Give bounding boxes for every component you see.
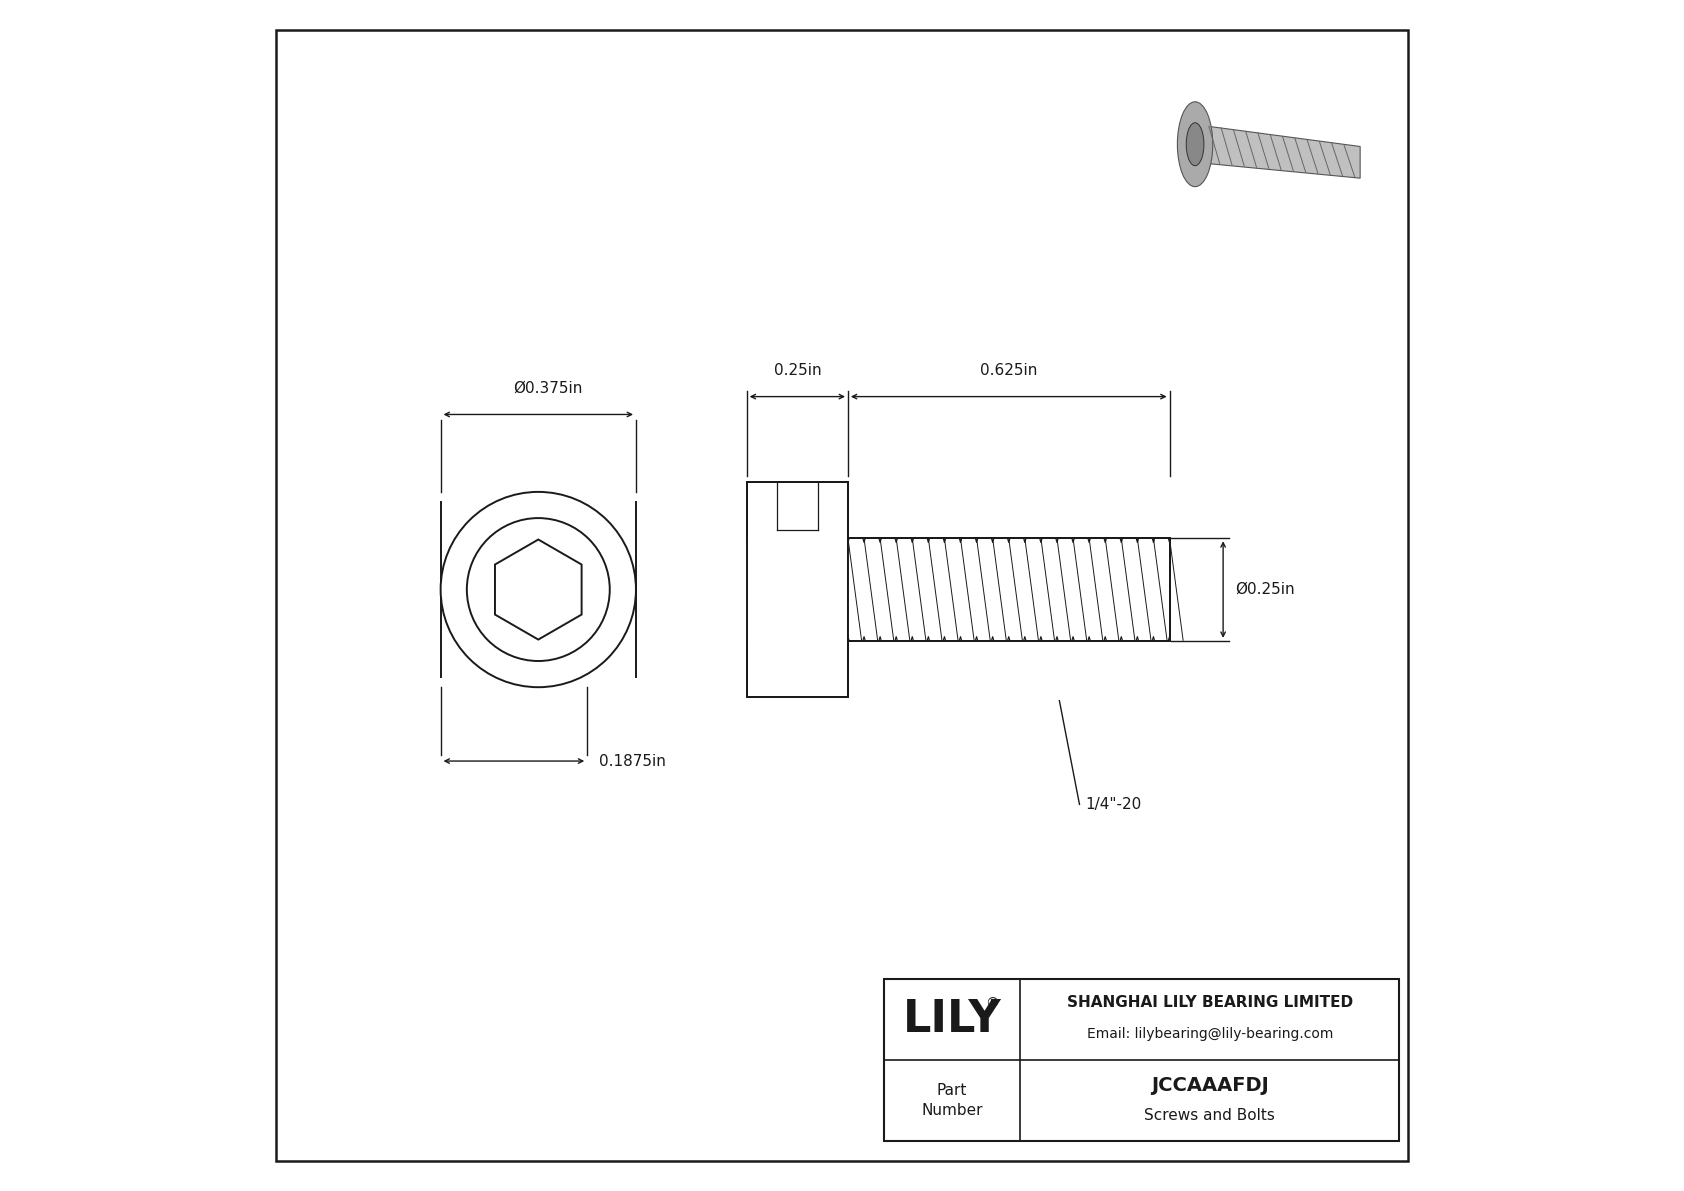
Text: 1/4"-20: 1/4"-20: [1086, 797, 1142, 812]
Text: LILY: LILY: [903, 998, 1002, 1041]
Text: Ø0.375in: Ø0.375in: [514, 380, 583, 395]
Text: SHANGHAI LILY BEARING LIMITED: SHANGHAI LILY BEARING LIMITED: [1066, 996, 1352, 1010]
Text: Ø0.25in: Ø0.25in: [1234, 582, 1295, 597]
Polygon shape: [495, 540, 581, 640]
Bar: [847, 479, 1170, 538]
Polygon shape: [1207, 126, 1361, 179]
Bar: [847, 641, 1170, 700]
Text: Screws and Bolts: Screws and Bolts: [1145, 1109, 1275, 1123]
Ellipse shape: [1177, 101, 1212, 187]
Text: JCCAAAFDJ: JCCAAAFDJ: [1150, 1075, 1268, 1095]
Bar: [746, 482, 849, 697]
Text: ®: ®: [985, 997, 999, 1011]
Text: 0.1875in: 0.1875in: [600, 754, 665, 768]
Bar: [849, 538, 1169, 641]
Text: Email: lilybearing@lily-bearing.com: Email: lilybearing@lily-bearing.com: [1086, 1027, 1334, 1041]
Circle shape: [466, 518, 610, 661]
Ellipse shape: [1186, 123, 1204, 166]
Text: 0.625in: 0.625in: [980, 362, 1037, 378]
Circle shape: [441, 492, 637, 687]
Text: 0.25in: 0.25in: [773, 362, 822, 378]
Text: Part
Number: Part Number: [921, 1083, 983, 1118]
Bar: [687, 537, 746, 642]
Bar: [884, 979, 1399, 1141]
